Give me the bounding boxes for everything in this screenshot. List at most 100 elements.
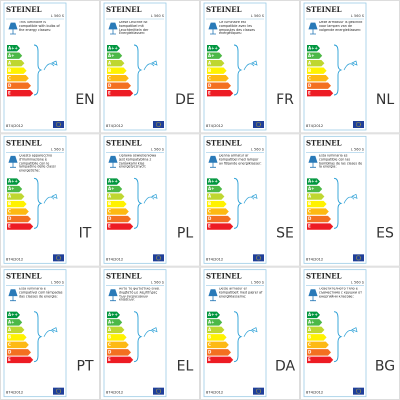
- language-code: FR: [276, 92, 294, 108]
- energy-class: C: [8, 75, 11, 80]
- model: L 560 S: [51, 147, 65, 151]
- energy-bar: [207, 319, 223, 326]
- language-code: IT: [79, 225, 92, 241]
- lamp-small: [243, 60, 258, 71]
- description-box: Deze armatuur is geschikt voor lampen va…: [319, 21, 362, 32]
- energy-bar: [207, 90, 234, 97]
- energy-class: D: [308, 350, 312, 355]
- lamp-icon: [208, 289, 218, 302]
- description-box: Ce luminaire est compatible avec les amp…: [219, 21, 255, 35]
- energy-bar: [107, 319, 123, 326]
- energy-class: E: [108, 357, 111, 362]
- lamp-icon: [108, 155, 118, 168]
- energy-class: E: [208, 357, 211, 362]
- energy-bar: [7, 208, 29, 215]
- energy-label: STEINEL L 560 S Esta luminária é compatíve…: [0, 266, 100, 400]
- energy-class: E: [108, 224, 111, 229]
- energy-class: E: [8, 90, 11, 95]
- energy-label: STEINEL L 560 S Dette armatur er kompatibe…: [200, 266, 300, 400]
- energy-class: B: [8, 201, 11, 206]
- bracket: [133, 311, 143, 363]
- energy-class: A++: [208, 312, 218, 317]
- energy-class: A+: [308, 320, 314, 325]
- energy-class: A+: [8, 53, 14, 58]
- regulation: 874/2012: [106, 391, 123, 395]
- model: L 560 S: [351, 147, 365, 151]
- energy-bar: [307, 319, 323, 326]
- bracket: [133, 44, 143, 96]
- regulation: 874/2012: [206, 391, 223, 395]
- energy-class: B: [108, 335, 111, 340]
- energy-label: STEINEL L 560 S Esta luminaria es compatib…: [300, 133, 400, 267]
- energy-class: E: [208, 90, 211, 95]
- energy-bar: [307, 341, 329, 349]
- energy-class: E: [208, 224, 211, 229]
- brand-logo: STEINEL: [306, 138, 342, 147]
- energy-bar: [7, 75, 29, 82]
- language-code: ES: [376, 225, 394, 241]
- energy-bar: [7, 67, 27, 74]
- energy-class: A++: [8, 312, 18, 317]
- energy-class: C: [208, 75, 211, 80]
- energy-bar: [307, 215, 331, 223]
- lamp-icon: [308, 22, 318, 35]
- brand-logo: STEINEL: [206, 138, 242, 147]
- cell-border: [100, 0, 200, 134]
- energy-class: C: [108, 342, 111, 347]
- energy-bar: [207, 200, 227, 208]
- eu-stars: [155, 255, 161, 261]
- energy-class: A++: [8, 45, 18, 50]
- energy-class: E: [308, 357, 311, 362]
- eu-stars: [255, 388, 261, 394]
- energy-class: B: [308, 201, 311, 206]
- energy-label: STEINEL L 560 S Denna armatur är kompatibe…: [200, 133, 300, 267]
- energy-class: B: [308, 335, 311, 340]
- eu-stars: [55, 122, 61, 128]
- regulation: 874/2012: [6, 124, 23, 128]
- bracket: [333, 44, 343, 96]
- energy-class: A: [208, 194, 212, 199]
- energy-bar: [307, 223, 334, 230]
- energy-bar: [307, 326, 325, 334]
- energy-class: D: [108, 83, 112, 88]
- energy-bar: [107, 193, 125, 200]
- regulation: 874/2012: [106, 257, 123, 261]
- regulation: 874/2012: [306, 257, 323, 261]
- energy-bar: [207, 356, 234, 364]
- energy-class: C: [8, 342, 11, 347]
- language-code: SE: [276, 225, 294, 241]
- lamp-small: [143, 193, 158, 204]
- regulation: 874/2012: [6, 391, 23, 395]
- lamp-icon: [8, 22, 18, 35]
- energy-class: A: [108, 60, 112, 65]
- energy-bar: [107, 223, 134, 230]
- description: Diese Leuchte ist kompatibel mit Leuchtm…: [119, 21, 149, 36]
- energy-bar: [207, 349, 231, 356]
- energy-bar: [307, 200, 327, 208]
- description: Осветителното тяло е съвместимо с крушки…: [319, 287, 363, 299]
- energy-class: A++: [208, 179, 218, 184]
- description-box: Осветителното тяло е съвместимо с крушки…: [319, 287, 363, 299]
- eu-flag: [253, 121, 264, 128]
- energy-bar: [107, 75, 129, 82]
- energy-bar: [207, 60, 225, 67]
- energy-label: STEINEL L 560 S Questo apparecchio d'illum…: [0, 133, 100, 267]
- model: L 560 S: [251, 147, 265, 151]
- energy-class: A+: [108, 320, 114, 325]
- energy-class: A+: [8, 320, 14, 325]
- energy-bar: [207, 178, 220, 185]
- bracket: [33, 44, 43, 96]
- eu-flag: [53, 121, 64, 128]
- eu-flag: [53, 387, 64, 395]
- description: Questo apparecchio d'illuminazione è com…: [19, 154, 56, 173]
- energy-bar: [107, 67, 127, 74]
- energy-class: B: [208, 201, 211, 206]
- energy-bar: [107, 356, 134, 364]
- lamp-icon: [8, 155, 18, 168]
- energy-bar: [7, 178, 20, 185]
- language-code: EN: [75, 92, 94, 108]
- energy-bar: [307, 311, 320, 319]
- energy-class: B: [8, 335, 11, 340]
- energy-class: A: [308, 60, 312, 65]
- energy-bar: [7, 334, 27, 341]
